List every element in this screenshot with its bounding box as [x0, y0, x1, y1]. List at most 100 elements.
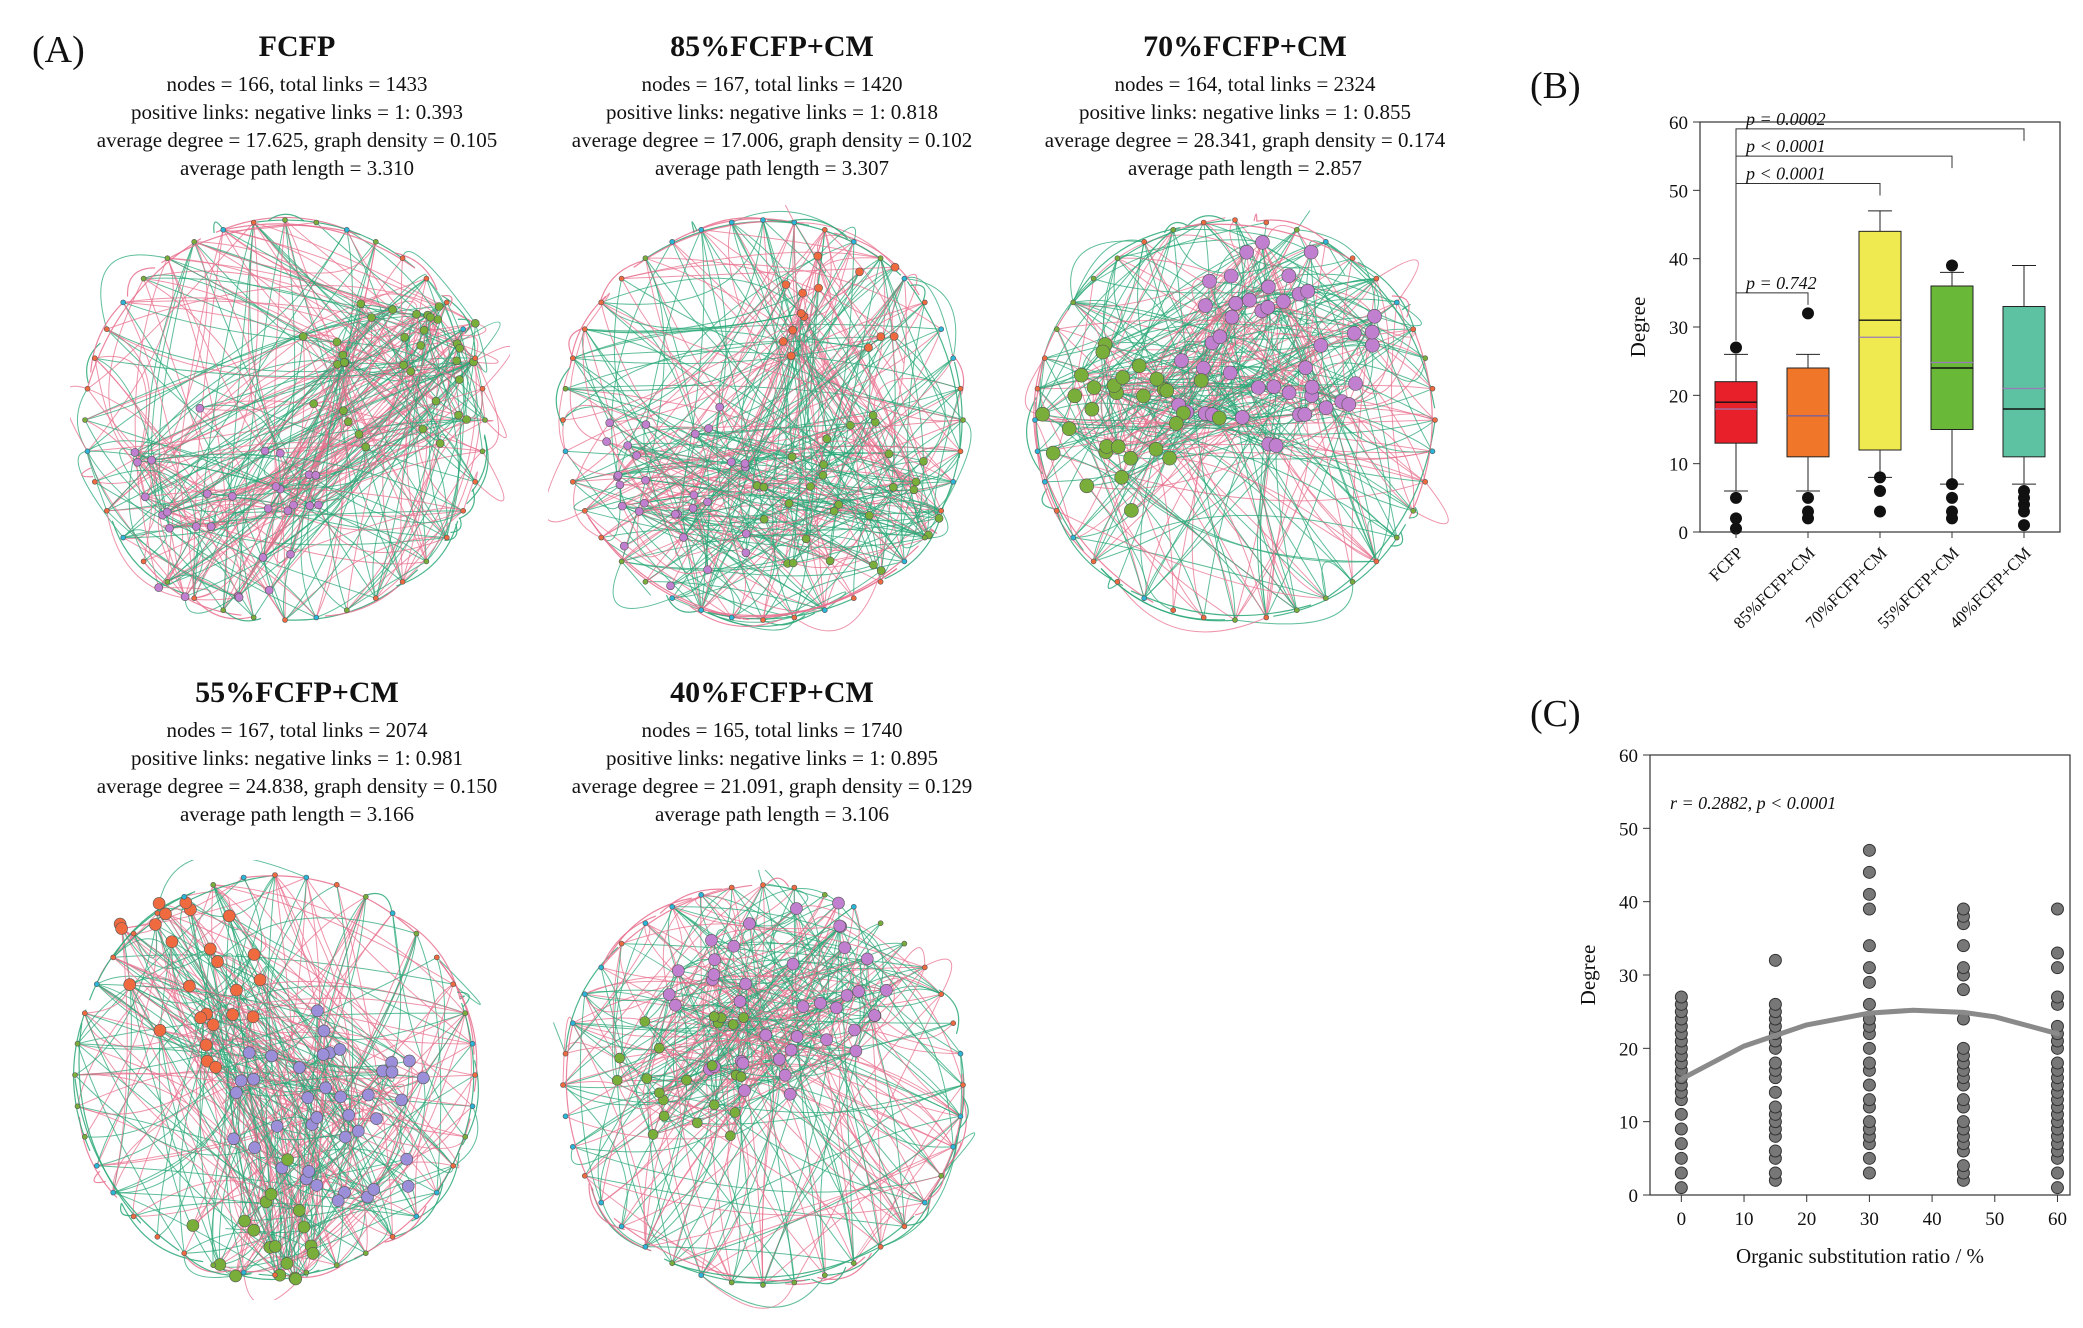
- network-node: [1141, 238, 1147, 245]
- negative-link: [794, 221, 896, 268]
- network-node: [634, 507, 644, 516]
- negative-link: [1412, 481, 1449, 525]
- network-title: 70%FCFP+CM: [1143, 30, 1347, 63]
- network-node: [562, 385, 569, 392]
- network-node: [1261, 279, 1276, 295]
- negative-link: [1074, 395, 1205, 618]
- negative-link: [621, 263, 942, 330]
- negative-link: [609, 241, 855, 424]
- network-node: [790, 1030, 804, 1043]
- negative-link: [232, 419, 467, 497]
- positive-link: [562, 926, 842, 1086]
- positive-link: [223, 610, 262, 622]
- network-node: [692, 1117, 703, 1129]
- negative-link: [1056, 510, 1326, 599]
- network-node: [140, 275, 147, 282]
- outlier-point: [1874, 485, 1886, 497]
- positive-link: [225, 1228, 254, 1231]
- network-node: [784, 498, 794, 508]
- positive-link: [573, 484, 621, 512]
- network-node: [598, 1199, 605, 1206]
- network-node: [715, 402, 724, 412]
- network-node: [611, 1075, 623, 1086]
- negative-link: [562, 1034, 766, 1086]
- negative-link: [182, 1252, 232, 1273]
- negative-link: [1376, 259, 1419, 303]
- negative-link: [1348, 278, 1390, 405]
- network-node: [395, 1093, 408, 1107]
- network-node: [400, 1152, 414, 1166]
- positive-link: [709, 1000, 741, 1027]
- network-node: [469, 1040, 476, 1047]
- positive-link: [584, 312, 802, 332]
- negative-link: [598, 261, 642, 306]
- negative-link: [1035, 355, 1063, 520]
- network-node: [1373, 558, 1380, 565]
- network-node: [455, 375, 464, 384]
- network-node: [698, 891, 704, 898]
- network-node: [727, 939, 741, 953]
- positive-link: [129, 954, 255, 1004]
- network-node: [1341, 397, 1357, 412]
- positive-link: [880, 450, 961, 583]
- network-node: [1174, 353, 1189, 368]
- negative-link: [588, 1183, 625, 1231]
- negative-link: [194, 241, 377, 274]
- y-tick-label: 0: [1629, 1186, 1639, 1207]
- negative-link: [371, 317, 405, 377]
- positive-link: [436, 957, 481, 1005]
- positive-link: [404, 314, 467, 420]
- positive-link: [167, 574, 255, 618]
- network-node: [1124, 503, 1139, 518]
- network-node: [791, 1279, 798, 1286]
- positive-link: [227, 454, 317, 497]
- network-nodes: [82, 217, 488, 623]
- negative-link: [584, 994, 698, 1124]
- network-node: [343, 226, 350, 233]
- network-node: [829, 506, 839, 516]
- scatter-point: [1768, 953, 1782, 967]
- positive-link: [790, 1049, 926, 1203]
- network-node: [333, 1262, 340, 1269]
- network-node: [647, 1129, 659, 1140]
- positive-link: [441, 294, 476, 357]
- positive-link: [906, 281, 961, 459]
- positive-link: [84, 1013, 271, 1248]
- network-node: [164, 255, 171, 262]
- positive-link: [1257, 275, 1290, 388]
- network-node: [203, 489, 212, 499]
- network-node: [562, 1113, 569, 1120]
- negative-link: [482, 388, 507, 439]
- positive-link: [1249, 291, 1375, 317]
- network-node: [1034, 385, 1041, 392]
- network-node: [452, 356, 461, 366]
- negative-link: [772, 341, 831, 562]
- network-node: [271, 482, 281, 491]
- positive-link: [880, 258, 961, 452]
- positive-link: [1187, 215, 1226, 227]
- negative-link: [1256, 219, 1329, 244]
- negative-link: [213, 884, 466, 1014]
- network-node: [455, 344, 465, 353]
- positive-link: [77, 877, 245, 1045]
- network-node: [297, 1220, 311, 1234]
- positive-link: [262, 400, 437, 558]
- negative-link: [621, 505, 708, 574]
- network-node: [253, 973, 267, 987]
- negative-link: [893, 273, 918, 337]
- positive-link: [744, 336, 882, 468]
- positive-link: [457, 318, 471, 334]
- network-node: [149, 918, 162, 931]
- network-55-header: 55%FCFP+CM nodes = 167, total links = 20…: [57, 676, 537, 828]
- network-node: [1200, 219, 1207, 226]
- network-node: [760, 617, 766, 623]
- negative-link: [165, 913, 393, 1073]
- network-node: [206, 1018, 220, 1031]
- network-node: [460, 507, 467, 514]
- network-node: [84, 448, 91, 455]
- negative-link: [707, 355, 792, 503]
- network-node: [1300, 283, 1316, 299]
- network-node: [1222, 365, 1238, 381]
- network-node: [1114, 578, 1121, 585]
- network-node: [736, 1056, 750, 1070]
